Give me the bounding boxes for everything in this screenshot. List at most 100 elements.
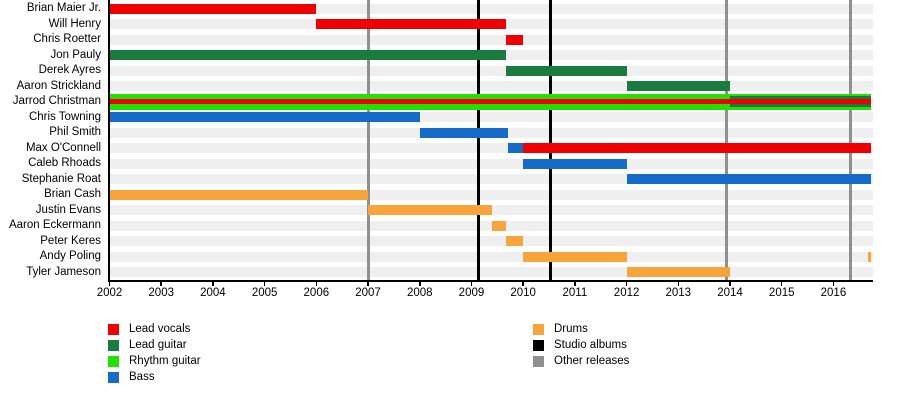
legend-item-studio-albums: Studio albums: [533, 337, 629, 352]
tenure-bar-lead-vocals: [109, 99, 731, 105]
year-tick-label: 2002: [96, 287, 123, 299]
row-band: [109, 251, 873, 262]
tenure-bar-lead-guitar: [109, 50, 507, 61]
legend-label: Other releases: [554, 355, 630, 368]
year-tick-label: 2013: [665, 287, 692, 299]
year-tick-label: 2003: [148, 287, 174, 299]
tenure-bar-drums: [109, 189, 369, 200]
year-tick-label: 2016: [820, 287, 847, 299]
lead-vocals-swatch: [108, 324, 119, 336]
year-tick-label: 2007: [355, 287, 381, 299]
tenure-bar-drums: [626, 267, 730, 278]
other-releases-swatch: [533, 356, 544, 368]
year-tick-label: 2015: [768, 287, 795, 299]
row-band: [109, 220, 873, 231]
member-name-label: Aaron Eckermann: [8, 219, 101, 232]
member-name-label: Stephanie Roat: [21, 172, 101, 185]
other-release-line: [366, 0, 370, 280]
legend-column-releases: Drums Studio albums Other releases: [533, 321, 629, 369]
row-band: [109, 189, 873, 200]
tenure-bar-bass: [626, 174, 871, 185]
tenure-bar-lead-vocals: [730, 99, 871, 105]
member-name-label: Jarrod Christman: [12, 95, 101, 108]
studio-album-line: [548, 0, 552, 280]
member-name-label: Phil Smith: [49, 126, 101, 139]
legend-label: Bass: [129, 371, 155, 384]
other-release-line: [724, 0, 728, 280]
studio-albums-swatch: [533, 340, 544, 352]
year-tick: [677, 280, 680, 286]
member-name-label: Caleb Rhoads: [28, 157, 101, 170]
tenure-bar-lead-guitar: [506, 65, 627, 76]
legend-label: Lead vocals: [129, 323, 191, 336]
year-tick-label: 2009: [458, 287, 485, 299]
year-tick: [470, 280, 473, 286]
member-name-label: Derek Ayres: [38, 64, 101, 77]
other-release-line: [849, 0, 852, 280]
studio-album-line: [476, 0, 480, 280]
year-tick-label: 2014: [717, 287, 743, 299]
year-tick: [419, 280, 421, 286]
year-tick: [729, 280, 731, 286]
tenure-bar-bass: [507, 143, 524, 154]
legend-item-bass: Bass: [108, 369, 201, 384]
member-name-label: Chris Towning: [28, 110, 101, 123]
year-tick: [212, 280, 214, 286]
legend-item-lead-guitar: Lead guitar: [108, 337, 201, 352]
member-name-label: Max O'Connell: [25, 141, 101, 154]
member-name-label: Jon Pauly: [50, 48, 101, 61]
member-name-label: Justin Evans: [35, 203, 101, 216]
year-tick: [160, 280, 162, 286]
tenure-bar-drums: [867, 251, 871, 262]
year-tick-label: 2005: [251, 287, 278, 299]
year-tick: [574, 280, 576, 286]
tenure-bar-lead-vocals: [506, 34, 524, 45]
row-band: [109, 158, 873, 169]
row-band: [109, 65, 873, 76]
tenure-bar-drums: [506, 236, 524, 247]
legend-item-lead-vocals: Lead vocals: [108, 321, 201, 336]
bass-swatch: [108, 372, 119, 384]
tenure-bar-drums: [368, 205, 493, 216]
legend-label: Lead guitar: [129, 339, 187, 352]
year-tick-label: 2011: [562, 287, 588, 299]
year-tick: [315, 280, 318, 286]
tenure-bar-bass: [523, 158, 627, 169]
drums-swatch: [533, 324, 544, 336]
member-name-label: Brian Maier Jr.: [26, 2, 101, 15]
plot-left-border: [108, 0, 110, 280]
row-band: [109, 143, 873, 154]
lead-guitar-swatch: [108, 340, 119, 352]
year-tick-label: 2004: [200, 287, 226, 299]
legend-label: Rhythm guitar: [129, 355, 201, 368]
year-tick: [780, 280, 783, 286]
year-tick: [263, 280, 266, 286]
tenure-bar-bass: [419, 127, 508, 138]
row-band: [109, 112, 873, 123]
member-name-label: Peter Keres: [40, 234, 101, 247]
member-name-label: Will Henry: [48, 17, 101, 30]
member-name-label: Brian Cash: [44, 188, 101, 201]
tenure-bar-drums: [492, 220, 507, 231]
tenure-bar-lead-guitar: [626, 81, 730, 92]
tenure-bar-bass: [109, 112, 420, 123]
year-tick-label: 2010: [510, 287, 536, 299]
row-band: [109, 174, 873, 185]
member-name-label: Aaron Strickland: [16, 79, 101, 92]
year-tick: [522, 280, 524, 286]
member-name-label: Chris Roetter: [33, 33, 101, 46]
year-tick: [108, 280, 111, 286]
row-band: [109, 34, 873, 45]
legend-item-other-releases: Other releases: [533, 353, 630, 368]
row-band: [109, 3, 873, 14]
row-band: [109, 81, 873, 92]
member-name-label: Andy Poling: [39, 250, 101, 263]
year-tick: [625, 280, 628, 286]
year-tick: [832, 280, 835, 286]
row-band: [109, 267, 873, 278]
year-tick: [367, 280, 369, 286]
rhythm-guitar-swatch: [108, 356, 119, 368]
tenure-bar-lead-vocals: [523, 143, 871, 154]
tenure-bar-lead-vocals: [316, 19, 507, 30]
legend-label: Studio albums: [554, 339, 627, 352]
